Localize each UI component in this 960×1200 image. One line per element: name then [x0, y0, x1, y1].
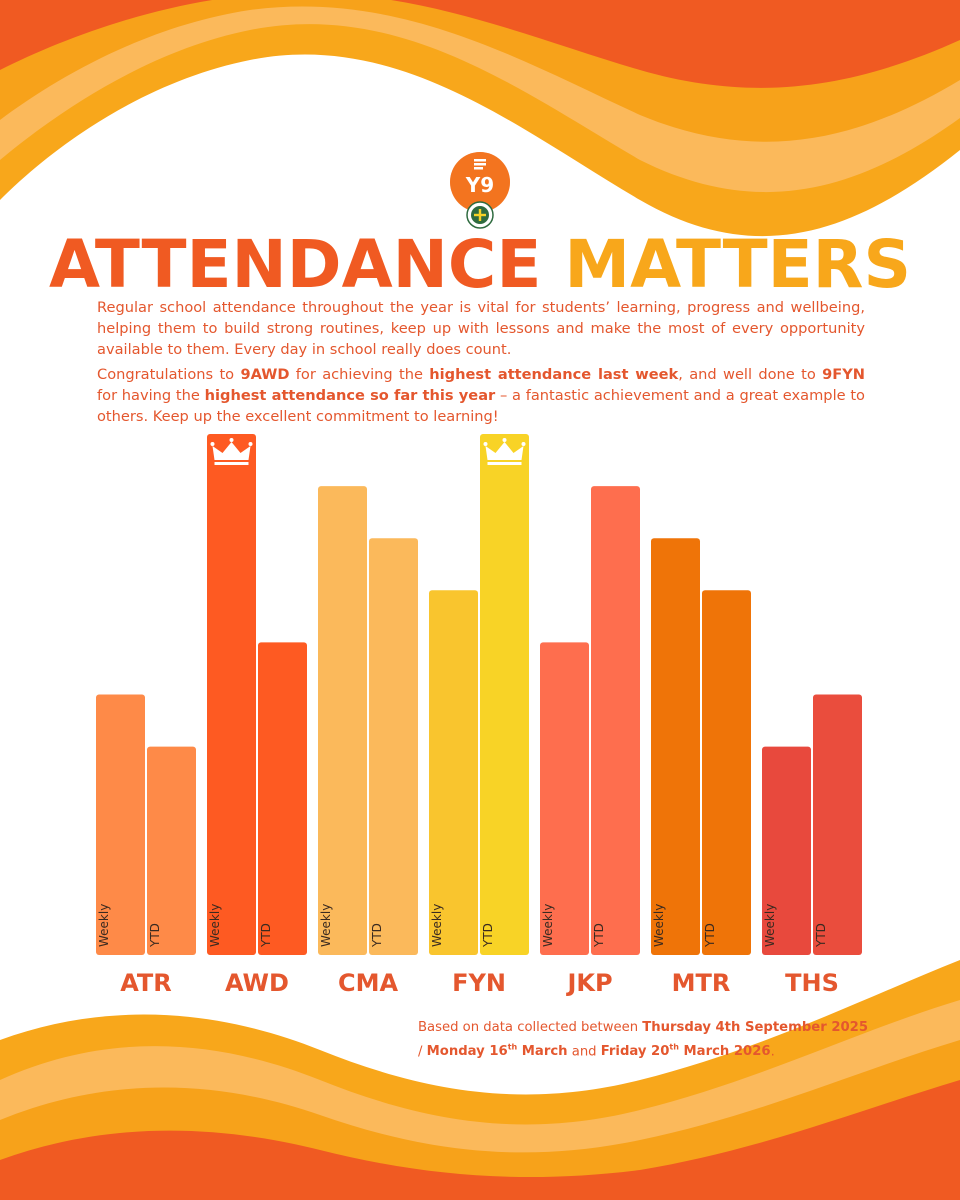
crown-icon: [483, 438, 526, 465]
bar-cma-ytd: [369, 538, 418, 955]
bar-jkp-ytd: [591, 486, 640, 955]
series-label-ytd: YTD: [481, 923, 495, 948]
intro-paragraph-1: Regular school attendance throughout the…: [97, 299, 865, 358]
bar-awd-ytd: [258, 642, 307, 955]
data-footnote: Based on data collected between Thursday…: [418, 1020, 869, 1060]
form-9fyn: 9FYN: [822, 366, 866, 383]
bar-ths-weekly: [762, 746, 811, 955]
bar-fyn-weekly: [429, 590, 478, 955]
bar-mtr-weekly: [651, 538, 700, 955]
bar-cma-weekly: [318, 486, 367, 955]
page-title: ATTENDANCE MATTERS: [0, 225, 960, 305]
category-label-fyn: FYN: [452, 969, 506, 997]
logo: Y9: [450, 152, 510, 229]
bar-atr-weekly: [96, 694, 145, 955]
series-label-ytd: YTD: [592, 923, 606, 948]
category-label-atr: ATR: [120, 969, 172, 997]
series-label-ytd: YTD: [703, 923, 717, 948]
series-label-ytd: YTD: [370, 923, 384, 948]
highest-weekly-text: highest attendance last week: [429, 366, 679, 383]
intro-paragraph-2: Congratulations to 9AWD for achieving th…: [97, 366, 866, 425]
crown-icon: [210, 438, 253, 465]
logo-line-icon: [474, 159, 486, 162]
highest-ytd-text: highest attendance so far this year: [204, 387, 496, 404]
logo-text: Y9: [465, 173, 494, 197]
series-label-weekly: Weekly: [97, 904, 111, 947]
series-label-weekly: Weekly: [430, 904, 444, 947]
series-label-ytd: YTD: [259, 923, 273, 948]
bar-awd-weekly: [207, 434, 256, 955]
series-label-weekly: Weekly: [208, 904, 222, 947]
title-part-2: MATTERS: [564, 226, 912, 303]
attendance-chart: Weekly YTD ATR Weekly YTD AWD Weekly YTD CMA Week…: [96, 434, 862, 997]
bar-jkp-weekly: [540, 642, 589, 955]
category-label-awd: AWD: [225, 969, 289, 997]
category-label-cma: CMA: [338, 969, 398, 997]
series-label-weekly: Weekly: [319, 904, 333, 947]
series-label-weekly: Weekly: [763, 904, 777, 947]
category-label-jkp: JKP: [565, 969, 612, 997]
bar-fyn-ytd: [480, 434, 529, 955]
school-badge-icon: [466, 201, 494, 229]
bar-mtr-ytd: [702, 590, 751, 955]
title-part-1: ATTENDANCE: [48, 226, 542, 303]
category-label-mtr: MTR: [672, 969, 731, 997]
category-label-ths: THS: [785, 969, 839, 997]
bar-atr-ytd: [147, 746, 196, 955]
series-label-weekly: Weekly: [541, 904, 555, 947]
bar-ths-ytd: [813, 694, 862, 955]
form-9awd: 9AWD: [240, 366, 290, 383]
series-label-ytd: YTD: [148, 923, 162, 948]
series-label-weekly: Weekly: [652, 904, 666, 947]
series-label-ytd: YTD: [814, 923, 828, 948]
